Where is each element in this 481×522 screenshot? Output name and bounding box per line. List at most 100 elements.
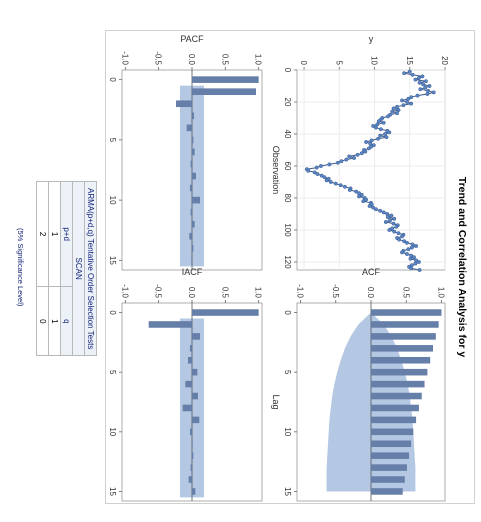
chart-title: Trend and Correlation Analysis for y [456,177,468,358]
iacf-bar [192,368,198,376]
series-point [378,208,383,213]
series-point [352,156,357,160]
series-plot-area [296,69,446,271]
acf-y-tick-label: 0.0 [366,287,375,299]
pacf-bar [186,124,192,132]
iacf-y-tick-label: -0.5 [154,284,163,298]
series-point [376,136,380,141]
pacf-x-tick-label: 10 [108,196,117,205]
series-point [396,231,401,236]
acf-x-tick-label: 0 [283,310,292,315]
correlation-charts: Trend and Correlation Analysis for y 0 5 1… [96,34,468,502]
acf-y-tick-label: 0.5 [401,287,410,299]
acf-x-tick-label: 10 [283,427,292,436]
acf-y-tick-label: 1.0 [436,287,445,299]
iacf-bar [182,404,192,412]
acf-bar [371,416,417,424]
acf-bar [371,464,407,471]
series-point [385,215,390,220]
iacf-bar [192,333,200,340]
pacf-bar [191,257,192,264]
iacf-x-tick-label: 5 [108,370,117,375]
series-point [357,194,361,199]
series-point [322,175,327,180]
series-point [315,172,320,176]
series-point [407,69,412,74]
acf-x-axis-label: Lag [271,394,281,409]
series-point [383,132,388,136]
acf-bar [371,356,431,364]
iacf-x-tick-label: 0 [108,310,117,315]
pacf-bar [191,148,195,156]
table-caption: ARMA(p+d,q) Tentative Order Selection Te… [84,181,97,356]
pacf-bar [192,196,200,204]
iacf-bar [191,440,193,448]
table-row: 1 1 [48,181,61,356]
acf-bar [371,392,422,400]
series-point [306,168,311,173]
series-point [364,197,369,202]
series-point [338,183,343,188]
series-point [339,159,344,164]
iacf-bar [185,380,192,388]
pacf-y-tick-label: -0.5 [154,51,163,65]
series-point [406,247,411,252]
acf-bar [371,404,419,412]
series-point [371,124,376,128]
acf-bar [371,428,414,436]
series-point [367,204,372,208]
series-point [373,207,378,212]
pacf-bar [192,172,196,180]
series-point [387,228,392,232]
pacf-bar [190,160,192,168]
series-point [404,240,409,245]
iacf-bar [188,356,192,364]
series-point [327,162,332,167]
series-point [378,133,383,138]
series-x-tick-label: 0 [283,68,292,73]
series-point [400,234,404,239]
series-point [395,111,400,116]
acf-x-tick-label: 5 [283,370,292,375]
series-point [354,189,359,194]
pacf-bar [189,232,192,240]
series-point [409,95,414,100]
series-point [373,125,378,130]
series-point [355,152,360,157]
series-point [410,242,415,247]
iacf-y-tick-label: -1.0 [120,284,129,298]
iacf-bar [190,464,192,471]
series-point [410,72,415,77]
series-point [387,130,392,135]
series-point [366,146,371,151]
series-point [381,120,386,125]
acf-bar [371,476,405,483]
iacf-bar [192,452,194,459]
acf-bar [371,452,410,459]
series-x-tick-label: 120 [283,255,292,269]
series-point [392,229,397,234]
series-point [427,84,432,88]
col-header-pd: p+d [60,181,73,287]
series-point [423,85,428,90]
series-point [388,218,392,223]
series-y-tick-label: 10 [370,56,379,65]
iacf-y-tick-label: 0.0 [187,287,196,299]
iacf-bar [190,345,192,352]
series-point [397,237,402,242]
series-point [371,143,376,148]
series-point [414,244,419,248]
series-point [418,87,423,92]
series-point [319,173,324,178]
pacf-x-tick-label: 0 [108,77,117,82]
series-point [376,119,381,124]
iacf-y-axis-label: IACF [182,267,203,277]
series-point [400,250,404,255]
series-point [328,180,333,184]
series-y-tick-label: 0 [299,61,308,66]
series-point [424,79,428,84]
series-point [314,165,319,170]
acf-x-tick-label: 15 [283,487,292,496]
pacf-bar [191,220,195,228]
